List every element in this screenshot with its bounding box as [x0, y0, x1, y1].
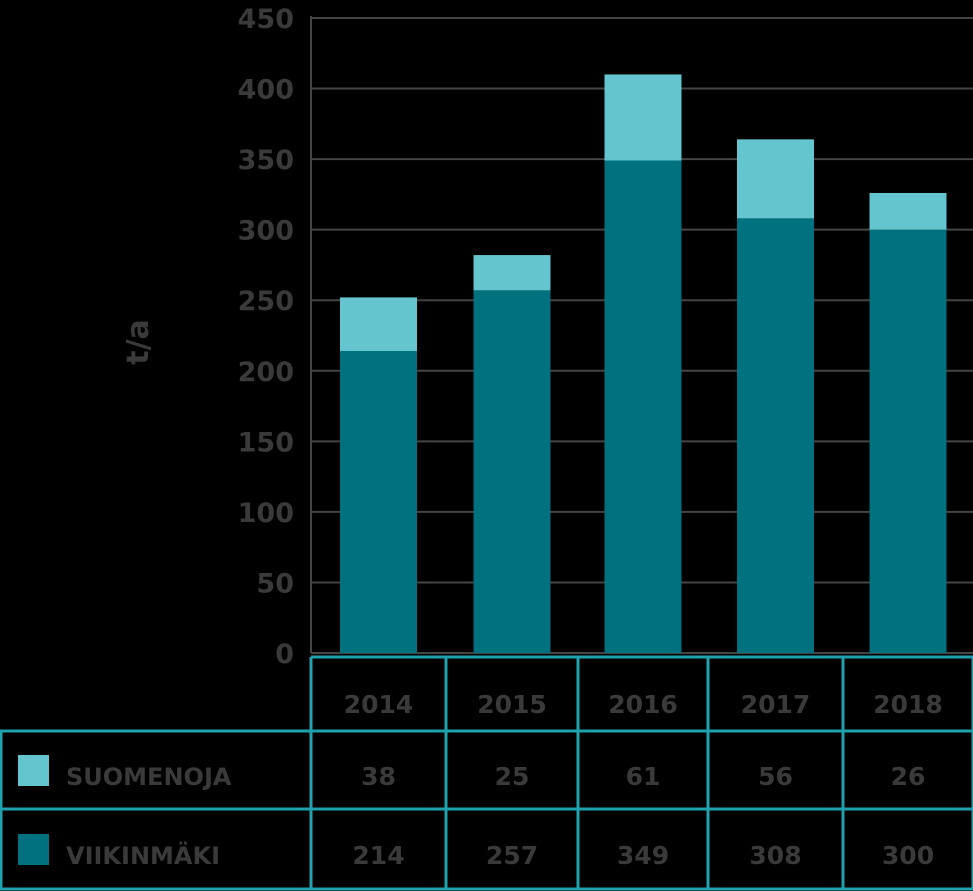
legend-swatch-suomenoja	[18, 755, 49, 786]
y-tick-label: 200	[238, 357, 294, 388]
legend-swatch-viikinmaki	[18, 834, 49, 865]
y-tick-label: 400	[238, 75, 294, 106]
y-tick-label: 150	[238, 427, 294, 458]
bar-suomenoja-2017	[737, 139, 814, 219]
y-tick-label: 450	[238, 4, 294, 35]
bars	[340, 74, 947, 653]
bar-viikinmaki-2015	[473, 290, 551, 653]
data-label: 349	[617, 841, 669, 870]
bar-suomenoja-2014	[340, 297, 417, 352]
data-label: 300	[882, 841, 934, 870]
x-tick-label: 2017	[741, 690, 811, 719]
legend-label-suomenoja: SUOMENOJA	[66, 763, 232, 791]
data-label: 25	[495, 762, 530, 791]
y-tick-label: 50	[256, 568, 294, 599]
data-label: 56	[758, 762, 793, 791]
bar-viikinmaki-2016	[604, 160, 682, 653]
data-label: 38	[361, 762, 396, 791]
data-label: 257	[486, 841, 538, 870]
y-tick-label: 250	[238, 286, 294, 317]
data-label: 214	[352, 841, 404, 870]
bar-viikinmaki-2014	[340, 351, 417, 653]
data-label: 26	[891, 762, 926, 791]
data-label: 61	[626, 762, 661, 791]
x-tick-label: 2014	[344, 690, 414, 719]
data-label: 308	[749, 841, 801, 870]
bar-suomenoja-2018	[869, 192, 947, 230]
bar-viikinmaki-2018	[869, 229, 947, 653]
x-tick-label: 2018	[873, 690, 943, 719]
y-tick-labels: 0 50 100 150 200 250 300 350 400 450	[238, 4, 294, 670]
y-axis-label: t/a	[121, 319, 156, 365]
bar-suomenoja-2015	[473, 255, 551, 291]
y-tick-label: 300	[238, 216, 294, 247]
x-tick-label: 2015	[477, 690, 547, 719]
y-tick-label: 0	[275, 639, 294, 670]
y-tick-label: 100	[238, 498, 294, 529]
x-tick-label: 2016	[608, 690, 678, 719]
y-tick-label: 350	[238, 145, 294, 176]
data-table: 2014 2015 2016 2017 2018 SUOMENOJA 38 25 61 56 26 V…	[0, 655, 973, 891]
legend-label-viikinmaki: VIIKINMÄKI	[66, 841, 220, 870]
bar-suomenoja-2016	[604, 74, 682, 161]
bar-viikinmaki-2017	[737, 218, 814, 653]
